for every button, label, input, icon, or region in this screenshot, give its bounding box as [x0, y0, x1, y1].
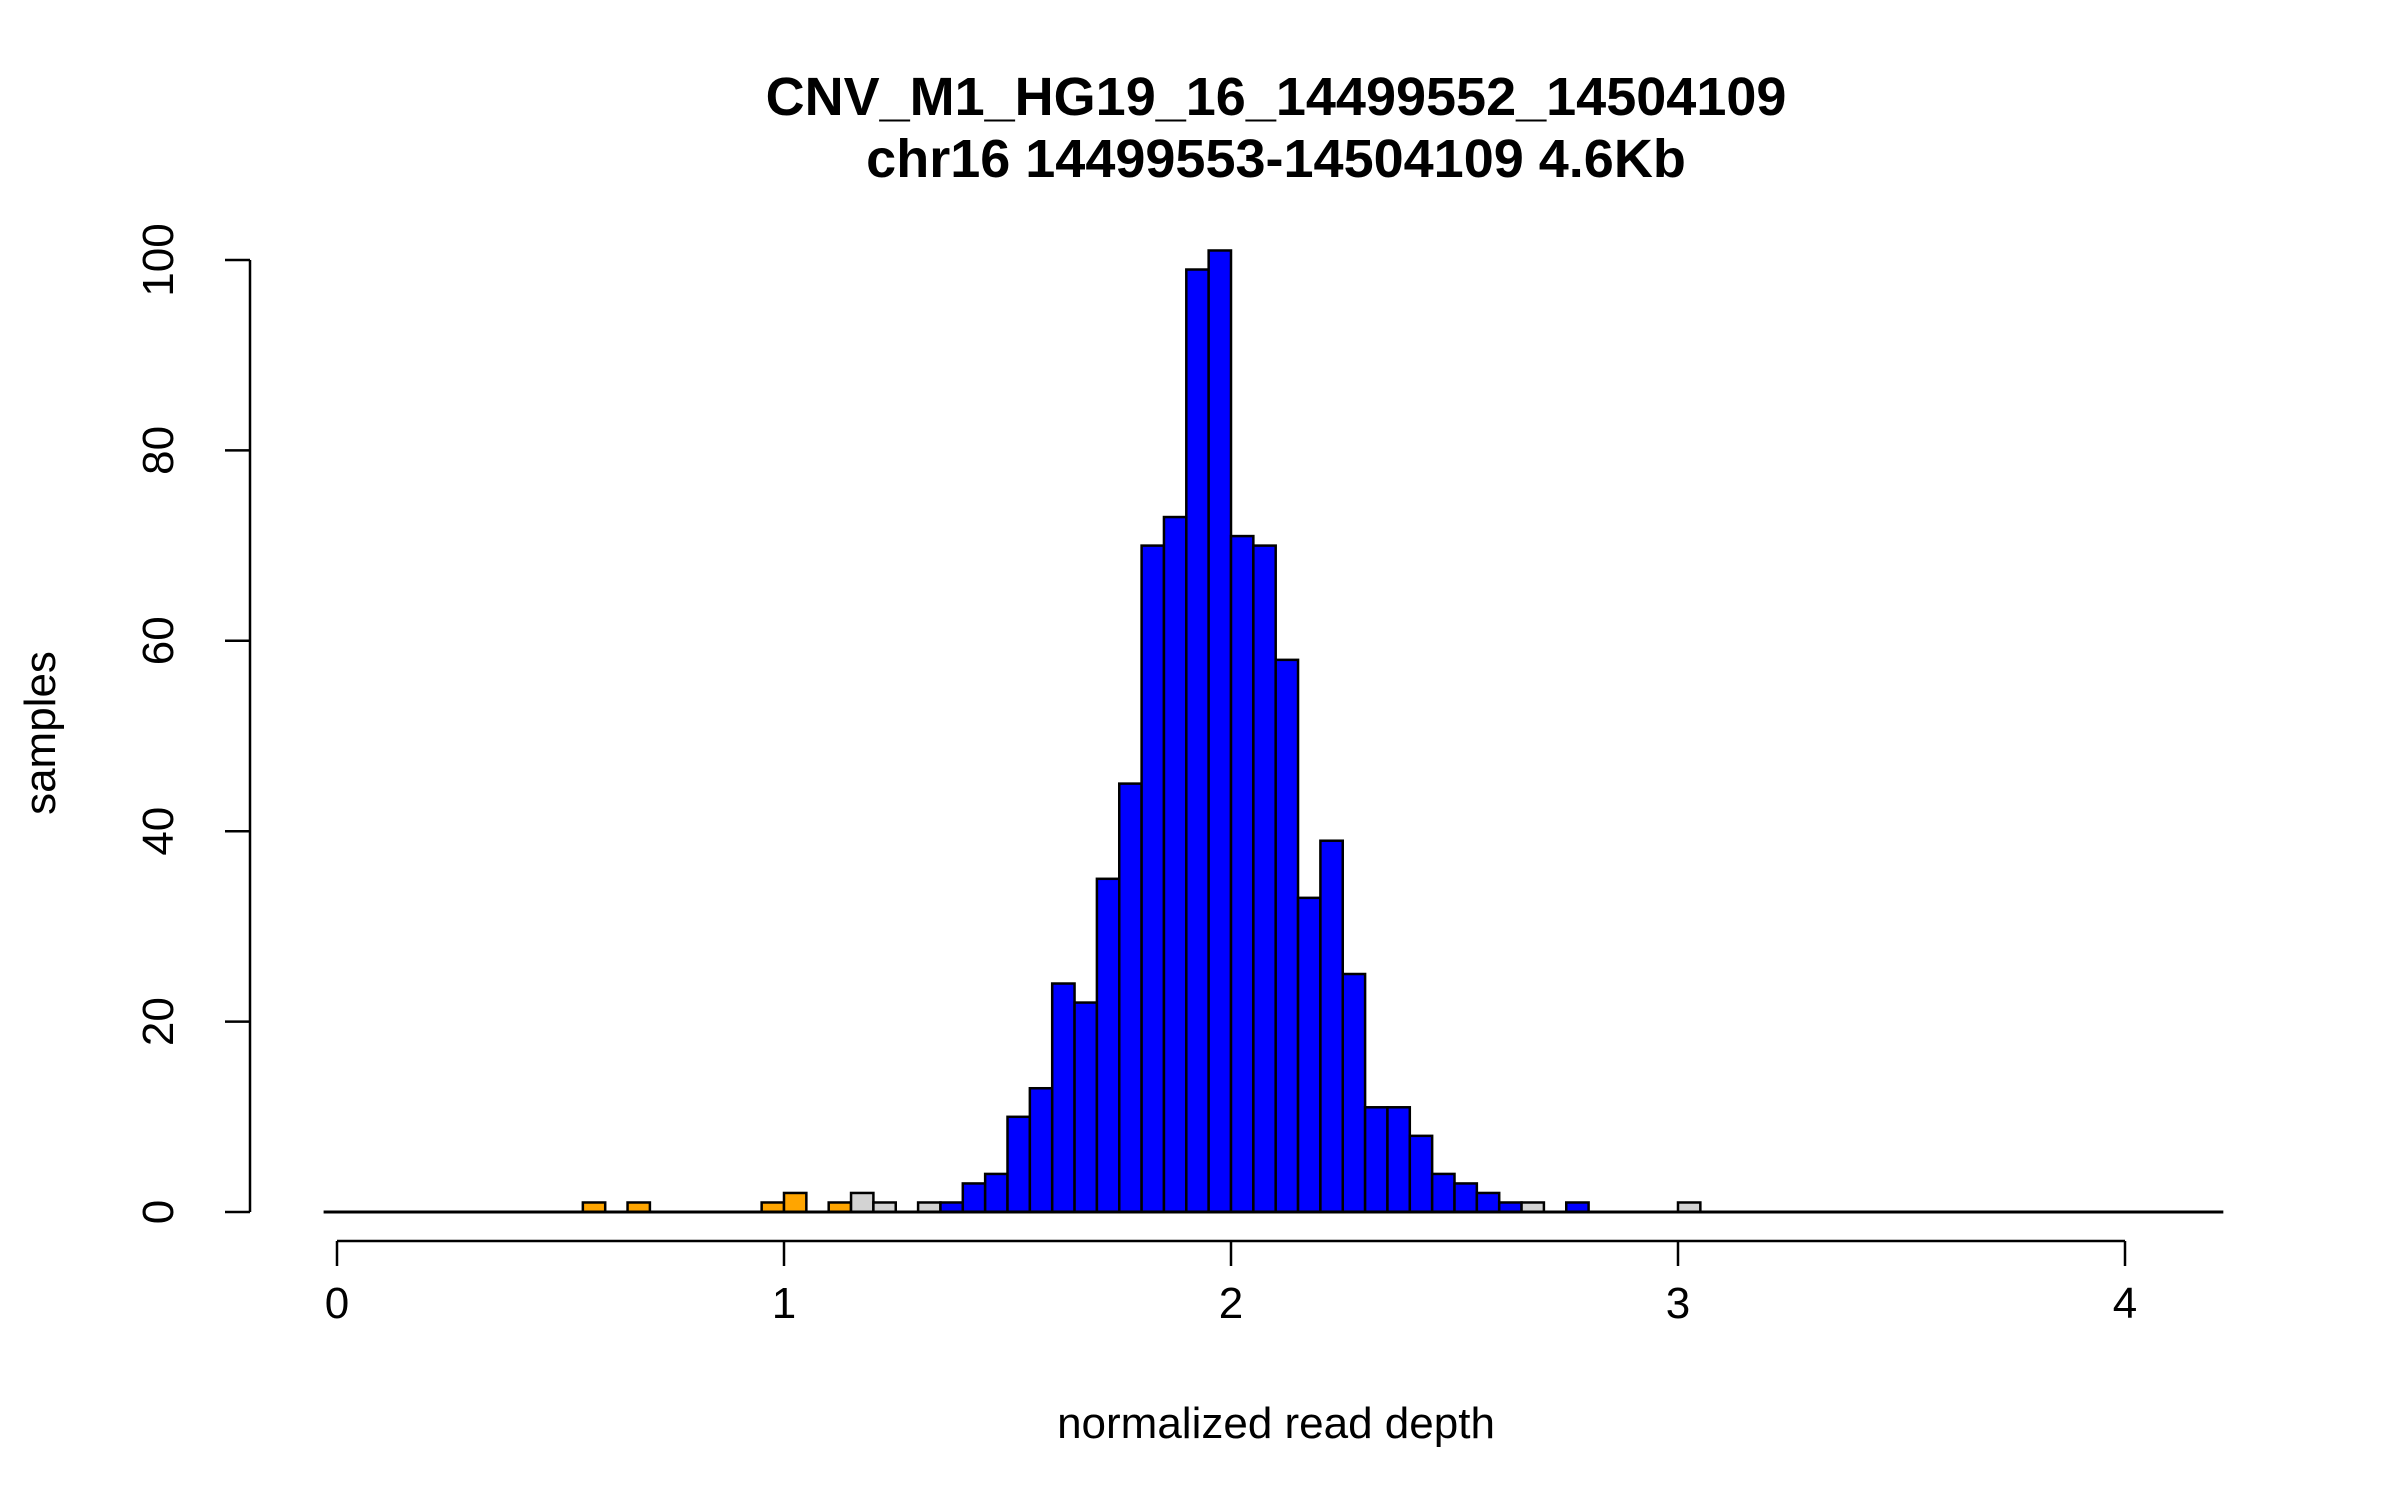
histogram-bar-24 [1274, 658, 1300, 1214]
histogram-bar-18 [1140, 544, 1166, 1214]
histogram-bar-29 [1386, 1106, 1412, 1214]
histogram-bar-26 [1319, 839, 1345, 1214]
histogram-bar-17 [1118, 782, 1143, 1214]
histogram-bar-6 [849, 1191, 875, 1214]
histogram-bar-3 [782, 1191, 808, 1214]
histogram-bar-19 [1162, 515, 1188, 1214]
chart-subtitle: chr16 14499553-14504109 4.6Kb [866, 129, 1686, 189]
histogram-bar-31 [1430, 1172, 1456, 1214]
x-tick-label-3: 3 [1666, 1279, 1690, 1328]
histogram-bar-32 [1453, 1182, 1479, 1214]
x-tick-label-4: 4 [2113, 1279, 2137, 1328]
chart-title: CNV_M1_HG19_16_14499552_14504109 [766, 67, 1787, 127]
histogram-bar-33 [1475, 1191, 1501, 1214]
histogram-bar-10 [961, 1182, 987, 1214]
y-tick-label-5: 100 [134, 223, 183, 296]
histogram-bar-11 [983, 1172, 1009, 1214]
histogram-bar-25 [1296, 896, 1322, 1214]
histogram-bar-12 [1006, 1115, 1032, 1214]
x-tick-label-0: 0 [325, 1279, 349, 1328]
x-tick-label-1: 1 [772, 1279, 796, 1328]
histogram-bar-23 [1252, 544, 1277, 1214]
histogram-bar-27 [1341, 972, 1367, 1214]
histogram-bar-21 [1207, 249, 1233, 1214]
y-tick-label-2: 40 [134, 807, 183, 856]
histogram-bar-20 [1185, 268, 1210, 1214]
x-axis-label: normalized read depth [1057, 1399, 1495, 1448]
histogram-bar-30 [1408, 1134, 1434, 1214]
histogram-bar-28 [1363, 1106, 1389, 1214]
histogram-bar-22 [1229, 534, 1255, 1214]
histogram-bar-16 [1095, 877, 1121, 1214]
y-tick-label-0: 0 [134, 1200, 183, 1224]
x-axis: 0 1 2 3 4 [325, 1239, 2137, 1328]
histogram-bar-13 [1028, 1086, 1054, 1214]
y-axis-label: samples [16, 651, 65, 815]
y-axis: 0 20 40 60 80 100 [134, 223, 252, 1224]
y-tick-label-4: 80 [134, 426, 183, 475]
y-tick-label-3: 60 [134, 616, 183, 665]
y-tick-label-1: 20 [134, 997, 183, 1046]
histogram-bar-14 [1050, 982, 1076, 1214]
histogram-bar-15 [1073, 1001, 1099, 1214]
x-tick-label-2: 2 [1219, 1279, 1243, 1328]
bars-group [581, 249, 1702, 1214]
